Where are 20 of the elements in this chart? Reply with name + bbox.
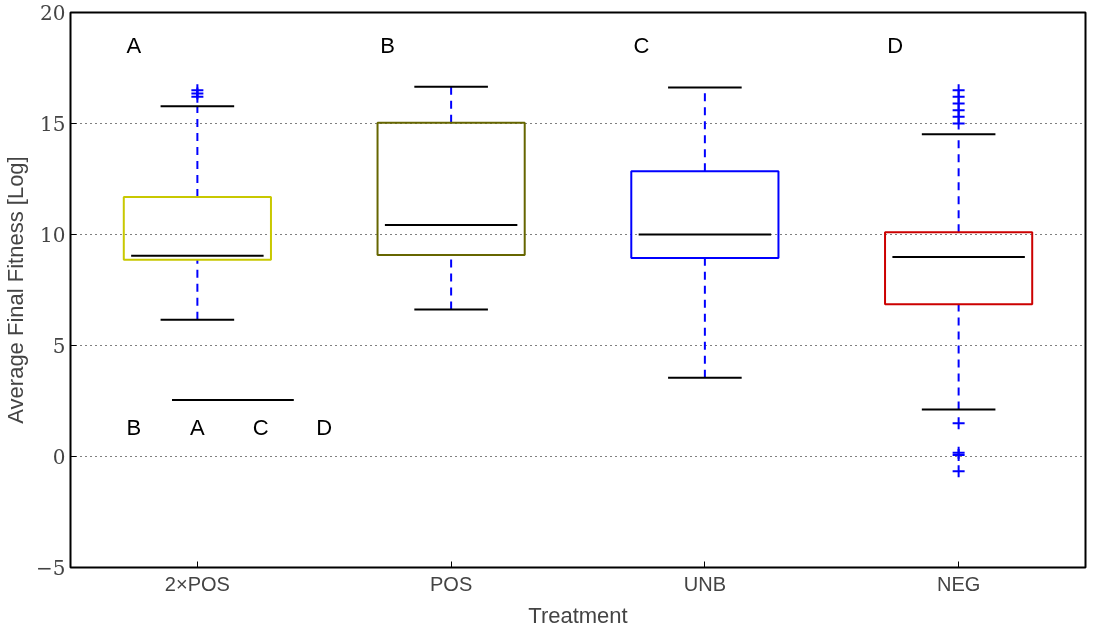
annotation: C	[633, 33, 650, 59]
annotation: B	[380, 33, 396, 59]
x-tick-label: POS	[430, 572, 473, 595]
x-tick-label: 2×POS	[164, 572, 230, 595]
annotation: A	[126, 33, 142, 59]
y-tick-label: 5	[52, 334, 66, 358]
annotation: D	[887, 33, 904, 59]
annotation: C	[252, 415, 269, 441]
x-tick-label: NEG	[936, 572, 981, 595]
annotation: A	[190, 415, 206, 441]
y-axis-title: Average Final Fitness [Log]	[3, 156, 29, 424]
y-tick-label: 0	[52, 445, 66, 469]
x-axis-title: Treatment	[528, 602, 628, 628]
y-tick-label: 10	[40, 223, 66, 247]
y-tick-label: −5	[36, 556, 66, 580]
annotation: B	[126, 415, 142, 441]
y-tick-label: 20	[40, 1, 66, 25]
annotation: D	[316, 415, 333, 441]
x-tick-label: UNB	[683, 572, 726, 595]
y-tick-label: 15	[40, 112, 66, 136]
